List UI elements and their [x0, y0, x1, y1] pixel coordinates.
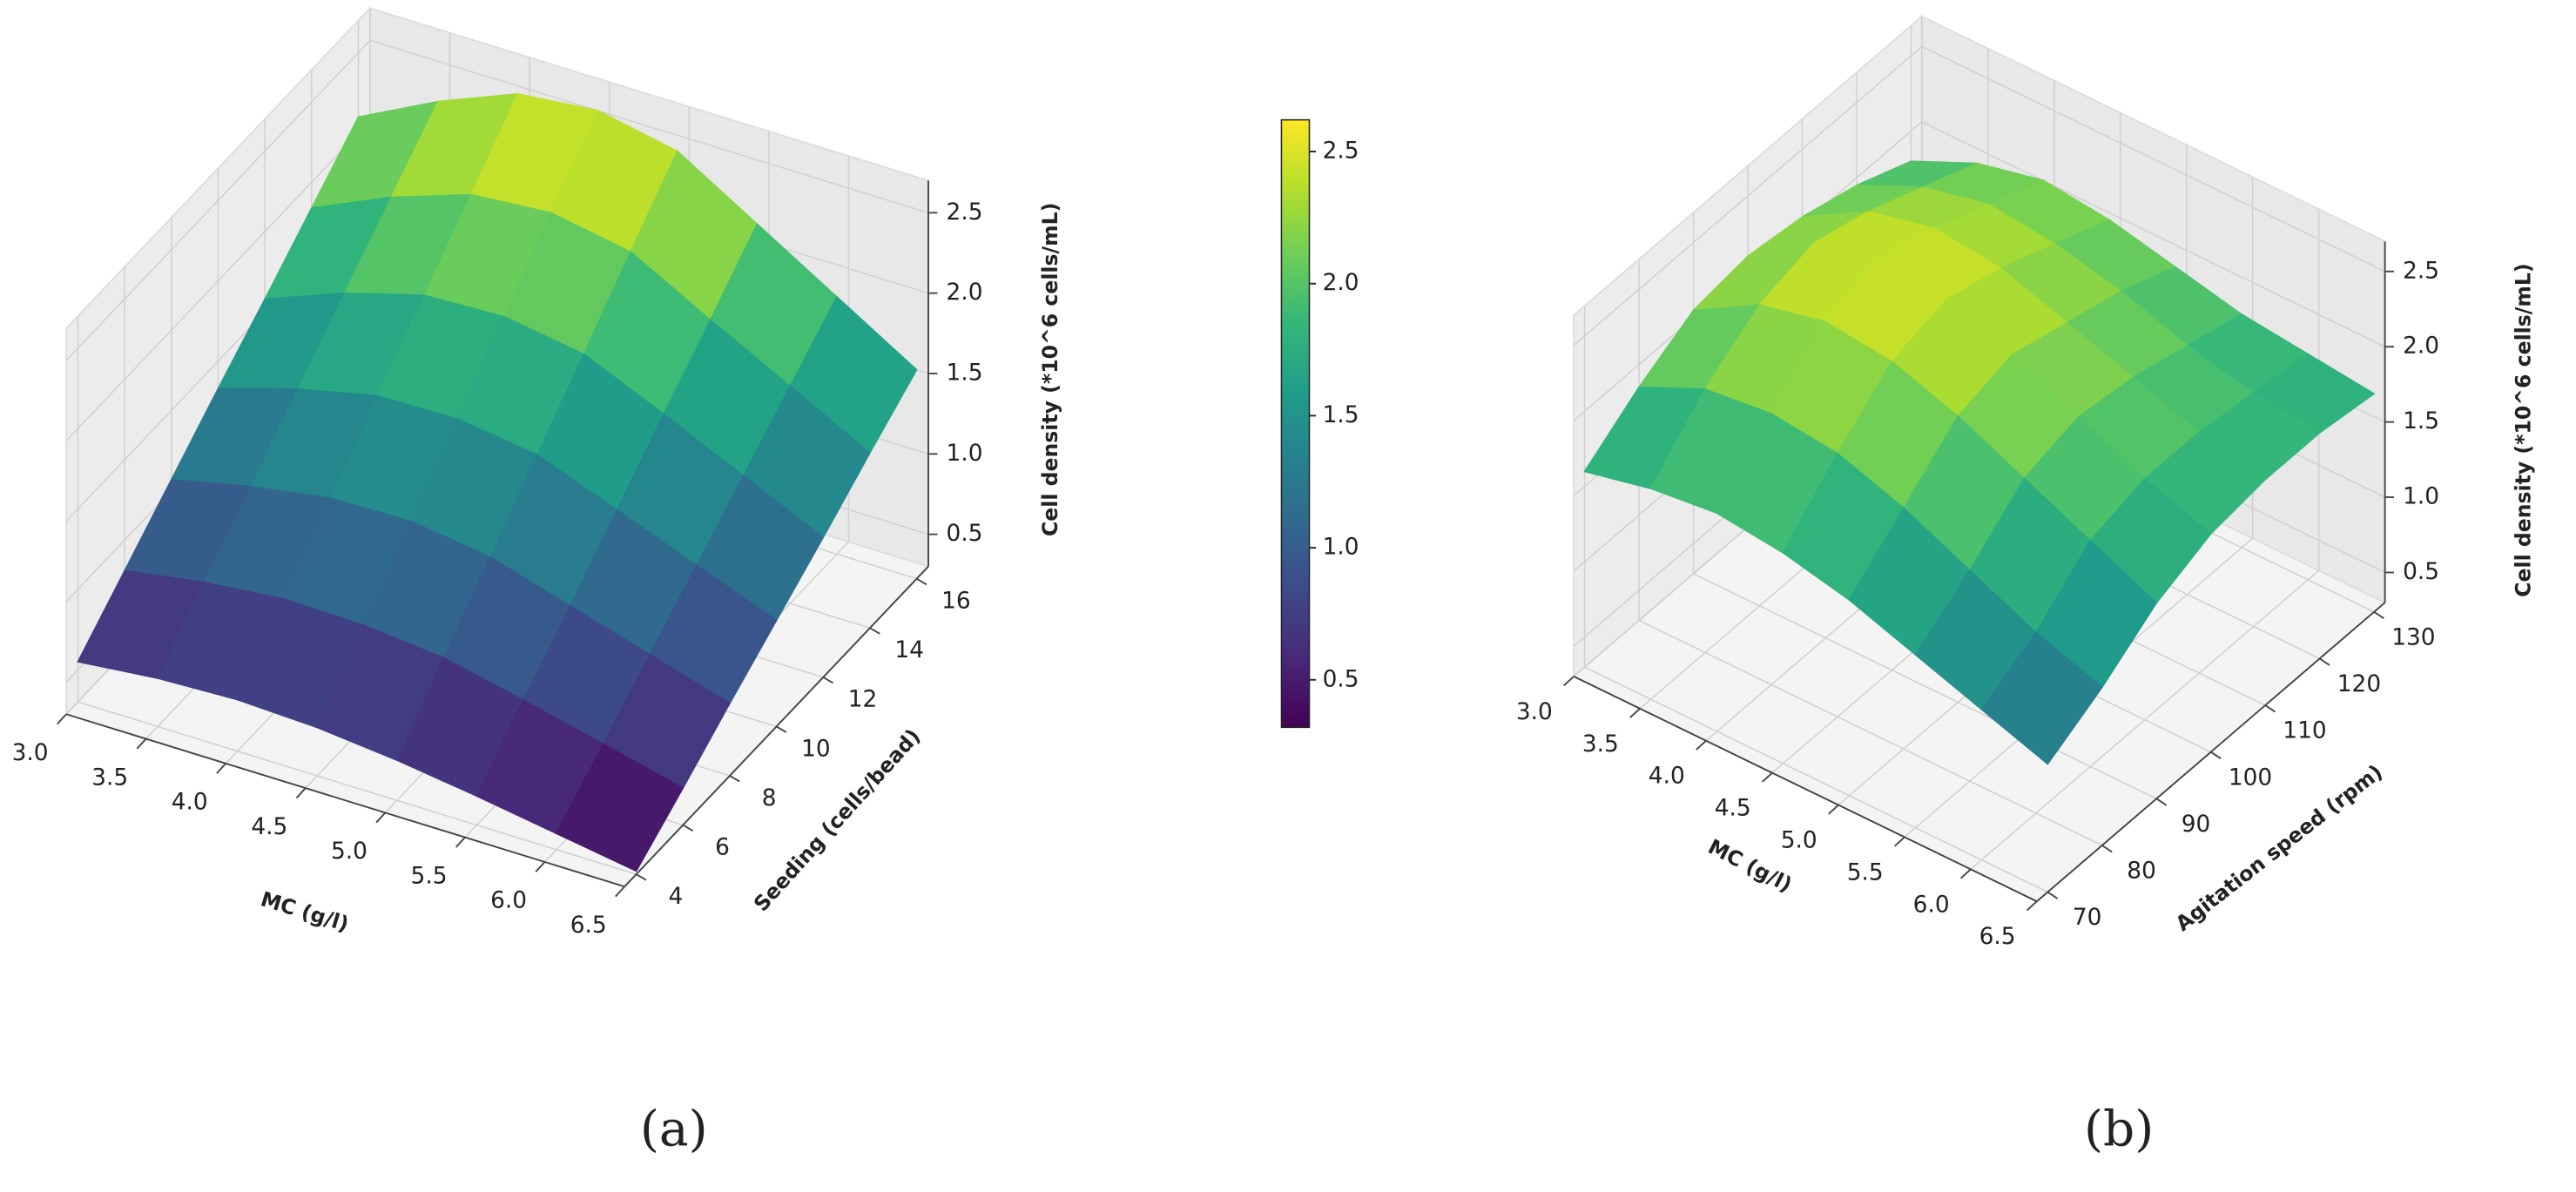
tick-mark	[136, 737, 147, 750]
tick-mark	[1893, 836, 1905, 847]
tick-label: 4.0	[1649, 764, 1685, 790]
tick-mark	[295, 787, 307, 799]
tick-label: 2.5	[947, 199, 983, 226]
tick-label: 6.0	[490, 888, 527, 914]
tick-mark	[2319, 657, 2330, 666]
tick-label: 2.0	[2403, 333, 2439, 360]
tick-label: 16	[941, 589, 971, 615]
panel-label: (a)	[640, 1101, 708, 1158]
tick-label: 1.5	[2403, 408, 2439, 434]
axis-label: Cell density (*10^6 cells/mL)	[2511, 263, 2535, 596]
tick-label: 2.0	[947, 279, 983, 306]
tick-mark	[869, 627, 880, 635]
tick-label: 4.5	[251, 814, 287, 840]
tick-mark	[1828, 804, 1839, 815]
tick-label: 1.0	[2403, 484, 2439, 510]
grid-line	[1921, 45, 2385, 273]
tick-mark	[636, 873, 647, 881]
tick-mark	[455, 837, 466, 848]
tick-label: 5.5	[1847, 859, 1884, 886]
tick-label: 14	[894, 637, 924, 663]
grid-line	[1573, 45, 1923, 347]
tick-label: 5.0	[1781, 828, 1817, 854]
colorbar: 0.5 1.0 1.5 2.0 2.5	[1280, 118, 1359, 729]
tick-mark	[216, 763, 226, 774]
tick-label: 80	[2127, 859, 2156, 885]
tick-label: 5.5	[411, 863, 448, 889]
tick-label: 100	[2229, 764, 2272, 791]
tick-label: 90	[2182, 812, 2211, 838]
tick-label: 1.5	[947, 360, 983, 386]
tick-mark	[1696, 740, 1707, 751]
tick-label: 1.0	[947, 441, 983, 467]
grid-line	[1921, 121, 2385, 347]
tick-label: 4.5	[1715, 796, 1751, 822]
tick-mark	[535, 861, 546, 872]
tick-label: 0.5	[947, 521, 983, 547]
tick-mark	[729, 775, 740, 783]
tick-label: 110	[2283, 718, 2326, 744]
grid-line	[65, 120, 371, 441]
tick-mark	[615, 886, 625, 898]
grid-line	[78, 701, 637, 875]
tick-label: 10	[801, 736, 831, 762]
tick-mark	[2101, 845, 2113, 853]
surface-chart: 3.0 3.5 4.0 4.5 5.0 5.5 6.0 6.5 70 80 90 100 110 120 1…	[1516, 14, 2535, 1158]
tick-label: 6	[715, 834, 730, 860]
tick-label: 1.0	[1323, 535, 1359, 561]
tick-label: 5.0	[331, 838, 368, 865]
tick-label: 1.5	[1323, 402, 1359, 428]
tick-mark	[2210, 751, 2222, 759]
grid-line	[369, 39, 929, 214]
grid-line	[1693, 573, 2157, 799]
tick-label: 8	[762, 785, 777, 812]
tick-mark	[2026, 900, 2038, 912]
tick-label: 3.5	[1582, 731, 1619, 758]
tick-mark	[2373, 610, 2384, 620]
tick-label: 3.0	[12, 740, 49, 766]
axis-line	[65, 713, 625, 888]
tick-label: 0.5	[2403, 559, 2439, 585]
tick-mark	[1563, 676, 1575, 686]
surface-patch	[1980, 631, 2103, 765]
tick-label: 120	[2337, 671, 2381, 697]
tick-label: 130	[2391, 624, 2435, 650]
tick-mark	[56, 713, 67, 725]
tick-label: 6.5	[1979, 924, 2016, 950]
tick-mark	[1762, 771, 1773, 783]
axis-label: Cell density (*10^6 cells/mL)	[1038, 203, 1062, 536]
grid-line	[65, 39, 371, 361]
surface-chart: 3.0 3.5 4.0 4.5 5.0 5.5 6.0 6.5 4 6 8 10 12 14 16 0.5 1.…	[12, 6, 1062, 1158]
tick-label: 0.5	[1323, 666, 1359, 692]
tick-label: 3.5	[91, 764, 128, 791]
tick-label: 2.5	[2403, 258, 2439, 284]
tick-label: 6.0	[1913, 892, 1950, 918]
tick-mark	[375, 812, 387, 824]
tick-mark	[776, 725, 787, 733]
colorbar-fill	[1280, 118, 1311, 729]
tick-label: 6.5	[570, 913, 607, 939]
grid-line	[1638, 619, 2103, 846]
tick-mark	[916, 577, 927, 586]
tick-label: 12	[848, 687, 878, 713]
tick-mark	[2047, 891, 2059, 899]
axis-line	[1573, 676, 2038, 903]
tick-label: 70	[2073, 905, 2102, 931]
tick-label: 4	[668, 884, 683, 910]
tick-mark	[822, 677, 834, 684]
tick-mark	[2264, 704, 2276, 713]
panel-label: (b)	[2084, 1101, 2154, 1158]
tick-mark	[1629, 708, 1641, 718]
tick-mark	[1959, 868, 1972, 879]
tick-label: 2.0	[1323, 270, 1359, 296]
tick-label: 4.0	[172, 790, 208, 816]
tick-label: 2.5	[1323, 138, 1359, 165]
grid-line	[1584, 666, 2048, 893]
tick-mark	[2155, 798, 2168, 806]
tick-label: 3.0	[1516, 699, 1553, 725]
tick-mark	[682, 824, 694, 832]
surface-patch	[555, 743, 684, 872]
